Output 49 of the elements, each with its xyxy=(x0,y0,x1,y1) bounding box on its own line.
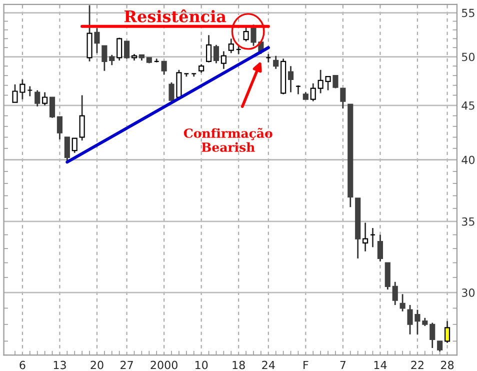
x-tick-label: 10 xyxy=(195,360,208,370)
x-tick-label: 22 xyxy=(411,360,424,370)
y-tick-label: 30 xyxy=(462,288,475,297)
candlestick xyxy=(228,38,234,54)
x-tick-label: 28 xyxy=(441,360,454,370)
candlestick xyxy=(116,37,122,62)
candlestick xyxy=(384,262,390,290)
candlestick xyxy=(56,116,63,140)
y-tick-label: 40 xyxy=(462,156,475,164)
candlestick xyxy=(310,82,316,102)
x-tick-label: 13 xyxy=(54,360,66,370)
x-tick-label: 14 xyxy=(374,360,387,370)
candlestick xyxy=(444,320,450,344)
candlestick xyxy=(72,138,78,154)
candlestick xyxy=(430,322,436,349)
candlestick xyxy=(109,54,115,66)
candlestick xyxy=(288,65,294,93)
x-tick-label: 7 xyxy=(340,360,346,370)
x-tick-label: 20 xyxy=(90,360,104,370)
candlestick xyxy=(34,90,40,108)
annotation: Confirmação Bearish xyxy=(184,128,272,152)
candlestick xyxy=(220,50,226,70)
candlestick xyxy=(213,44,220,64)
y-tick-label: 50 xyxy=(462,52,475,62)
candlestick xyxy=(273,55,279,70)
candlestick xyxy=(377,234,383,262)
y-tick-label: 45 xyxy=(462,102,474,110)
x-tick-label: 24 xyxy=(262,360,275,370)
candlestick xyxy=(79,94,85,142)
candlestick xyxy=(94,27,100,54)
x-tick-label: F xyxy=(304,360,308,370)
x-tick-label: 18 xyxy=(232,360,245,370)
x-tick-label: 6 xyxy=(20,360,26,370)
candlestick xyxy=(206,34,212,64)
candlestick xyxy=(392,281,398,306)
candlestick xyxy=(400,293,406,312)
candlestick xyxy=(49,96,56,119)
x-tick-label: 27 xyxy=(120,360,133,370)
candlestick xyxy=(124,40,130,60)
x-tick-label: 2000 xyxy=(150,360,178,370)
y-tick-label: 35 xyxy=(462,217,474,226)
candlestick xyxy=(168,82,174,102)
candlestick xyxy=(102,45,108,72)
candlestick xyxy=(362,222,368,252)
candlestick xyxy=(64,136,70,163)
candlestick xyxy=(42,92,48,106)
y-tick-label: 55 xyxy=(462,8,474,18)
annotation: Resistência xyxy=(124,9,226,22)
candlestick xyxy=(161,60,167,76)
